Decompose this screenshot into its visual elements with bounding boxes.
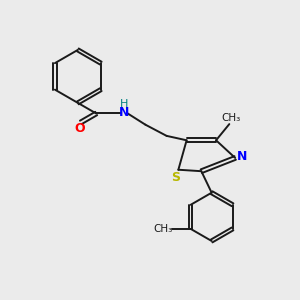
Text: S: S — [172, 171, 181, 184]
Text: N: N — [236, 150, 247, 163]
Text: O: O — [74, 122, 85, 135]
Text: CH₃: CH₃ — [154, 224, 173, 234]
Text: N: N — [119, 106, 129, 119]
Text: H: H — [120, 99, 128, 109]
Text: CH₃: CH₃ — [221, 113, 240, 123]
